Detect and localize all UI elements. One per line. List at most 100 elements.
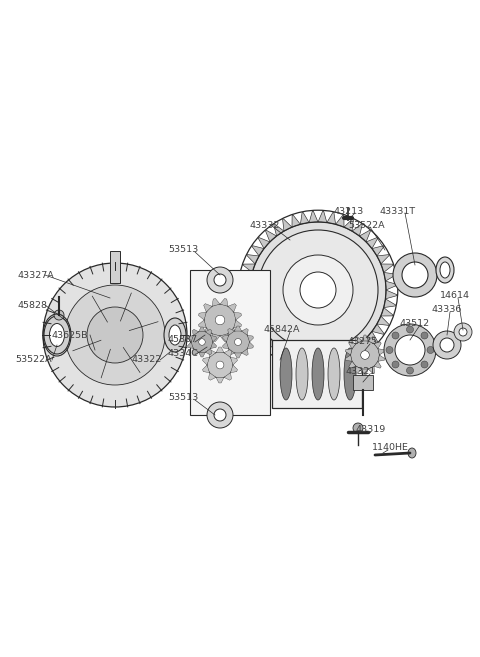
- Circle shape: [216, 361, 224, 369]
- Polygon shape: [228, 349, 234, 355]
- Polygon shape: [239, 290, 251, 299]
- Polygon shape: [188, 342, 193, 348]
- Polygon shape: [199, 312, 206, 320]
- Circle shape: [384, 324, 436, 376]
- Circle shape: [393, 253, 437, 297]
- Circle shape: [207, 402, 233, 428]
- Text: 4334C: 4334C: [168, 348, 199, 357]
- Polygon shape: [274, 224, 284, 236]
- Polygon shape: [243, 307, 255, 316]
- Polygon shape: [240, 273, 252, 281]
- Text: 43321: 43321: [346, 367, 376, 376]
- Ellipse shape: [344, 348, 356, 400]
- Polygon shape: [216, 347, 224, 353]
- Text: 43512: 43512: [400, 319, 430, 327]
- Circle shape: [454, 323, 472, 341]
- Circle shape: [350, 340, 379, 369]
- Polygon shape: [366, 331, 378, 342]
- Polygon shape: [208, 373, 216, 380]
- Circle shape: [207, 267, 233, 293]
- Polygon shape: [230, 357, 238, 365]
- Circle shape: [65, 285, 165, 385]
- Polygon shape: [344, 349, 353, 361]
- Polygon shape: [345, 349, 352, 355]
- Polygon shape: [188, 336, 193, 342]
- Circle shape: [386, 346, 393, 353]
- Polygon shape: [220, 298, 228, 306]
- Text: 14614: 14614: [440, 290, 470, 300]
- Text: 53513: 53513: [168, 394, 198, 403]
- Polygon shape: [241, 328, 248, 335]
- Ellipse shape: [169, 325, 181, 345]
- Polygon shape: [205, 329, 212, 336]
- Circle shape: [235, 338, 241, 346]
- Circle shape: [392, 361, 399, 368]
- Ellipse shape: [296, 348, 308, 400]
- Text: 43331T: 43331T: [380, 208, 416, 217]
- Polygon shape: [199, 327, 205, 332]
- Polygon shape: [211, 336, 216, 342]
- Polygon shape: [349, 342, 356, 349]
- Circle shape: [402, 262, 428, 288]
- Circle shape: [87, 307, 143, 363]
- Polygon shape: [374, 342, 381, 349]
- Polygon shape: [228, 304, 236, 312]
- Polygon shape: [203, 365, 209, 373]
- Polygon shape: [368, 366, 374, 373]
- Polygon shape: [274, 344, 284, 356]
- Text: 43327A: 43327A: [18, 271, 55, 279]
- Text: 43332: 43332: [250, 221, 280, 229]
- Circle shape: [300, 272, 336, 308]
- Text: 45837: 45837: [168, 336, 198, 344]
- Polygon shape: [377, 255, 389, 264]
- Polygon shape: [223, 335, 228, 342]
- Ellipse shape: [44, 316, 70, 354]
- Ellipse shape: [328, 348, 340, 400]
- Circle shape: [207, 352, 233, 378]
- Circle shape: [250, 222, 386, 358]
- Polygon shape: [309, 357, 318, 369]
- Polygon shape: [385, 290, 397, 299]
- Polygon shape: [243, 264, 255, 273]
- Bar: [110, 251, 120, 283]
- Polygon shape: [356, 366, 362, 373]
- Polygon shape: [247, 342, 253, 349]
- Polygon shape: [247, 255, 259, 264]
- Circle shape: [43, 263, 187, 407]
- Polygon shape: [381, 307, 393, 316]
- Polygon shape: [292, 215, 300, 227]
- Polygon shape: [336, 215, 344, 227]
- Polygon shape: [300, 212, 309, 224]
- Ellipse shape: [280, 348, 292, 400]
- Polygon shape: [385, 281, 397, 290]
- Polygon shape: [204, 328, 212, 336]
- Polygon shape: [205, 348, 212, 355]
- Bar: [190, 270, 270, 415]
- Text: 43213: 43213: [334, 208, 364, 217]
- Polygon shape: [241, 349, 248, 355]
- Text: 43319: 43319: [355, 426, 385, 434]
- Circle shape: [258, 230, 378, 350]
- Polygon shape: [247, 335, 253, 342]
- Polygon shape: [224, 373, 231, 380]
- Ellipse shape: [436, 257, 454, 283]
- Text: 53513: 53513: [168, 246, 198, 254]
- Text: 43336: 43336: [432, 306, 462, 315]
- Polygon shape: [192, 348, 199, 355]
- Polygon shape: [360, 230, 371, 242]
- Polygon shape: [240, 299, 252, 307]
- Ellipse shape: [49, 323, 64, 346]
- Circle shape: [227, 330, 250, 353]
- Polygon shape: [384, 273, 396, 281]
- Circle shape: [421, 361, 428, 368]
- Polygon shape: [265, 230, 276, 242]
- Polygon shape: [368, 336, 374, 344]
- Polygon shape: [192, 329, 199, 336]
- Polygon shape: [381, 264, 393, 273]
- Polygon shape: [199, 352, 205, 357]
- Polygon shape: [283, 219, 292, 231]
- Text: 53522A: 53522A: [15, 355, 52, 365]
- Polygon shape: [239, 281, 251, 290]
- Polygon shape: [292, 353, 300, 365]
- Circle shape: [421, 332, 428, 339]
